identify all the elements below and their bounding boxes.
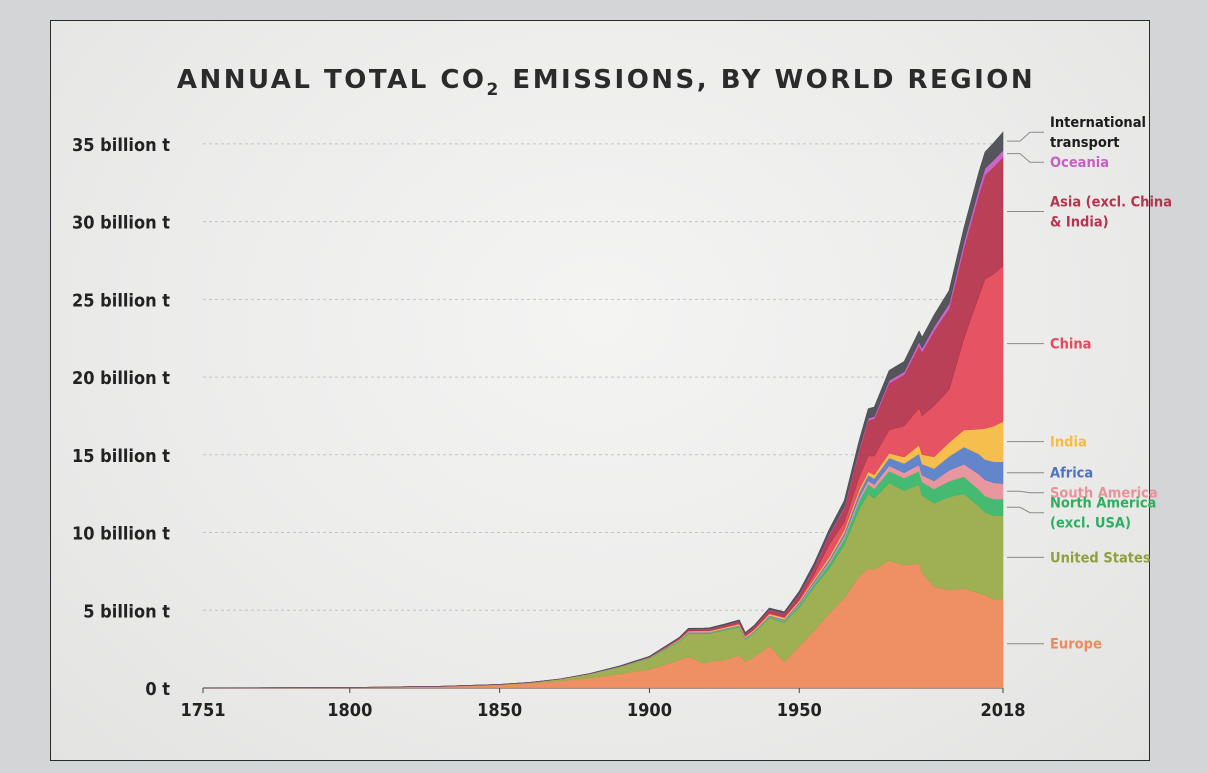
legend-leader-line [1007, 153, 1044, 163]
legend-label-oceania: Oceania [1050, 155, 1109, 171]
legend: International transport Oceania Asia (excl.… [1007, 115, 1172, 653]
chart-title-subscript: 2 [487, 80, 501, 100]
legend-label-asia-excl-china-india: Asia (excl. China [1050, 194, 1172, 210]
x-tick-label: 1751 [180, 700, 225, 721]
x-tick-label: 1800 [327, 700, 372, 721]
legend-label-north-america-excl-usa: North America [1050, 496, 1156, 512]
legend-label-international-transport: International [1050, 115, 1146, 131]
x-tick-label: 2018 [980, 700, 1025, 721]
x-axis-ticks: 1751 1800 1850 1900 1950 2018 [180, 688, 1026, 721]
y-tick-label: 15 billion t [72, 446, 170, 467]
chart-title: ANNUAL TOTAL CO2 EMISSIONS, BY WORLD REG… [177, 65, 1035, 100]
area-series [202, 131, 1004, 689]
y-tick-label: 10 billion t [72, 524, 170, 545]
y-tick-label: 5 billion t [83, 601, 170, 622]
legend-label-international-transport: transport [1050, 135, 1120, 151]
legend-label-north-america-excl-usa: (excl. USA) [1050, 516, 1131, 532]
y-tick-label: 25 billion t [72, 290, 170, 311]
area-international-transport [202, 131, 1004, 689]
area-europe [202, 560, 1004, 689]
legend-label-south-america: South America [1050, 486, 1158, 502]
y-tick-label: 20 billion t [72, 368, 170, 389]
y-tick-label: 0 t [145, 679, 170, 700]
legend-label-europe: Europe [1050, 637, 1102, 653]
y-axis-ticks: 0 t 5 billion t 10 billion t 15 billion t 20… [72, 135, 170, 700]
legend-label-united-states: United States [1050, 550, 1151, 566]
x-tick-label: 1850 [477, 700, 522, 721]
legend-label-china: China [1050, 337, 1091, 353]
y-tick-label: 30 billion t [72, 213, 170, 234]
legend-label-india: India [1050, 435, 1087, 451]
chart-title-rest: EMISSIONS, BY WORLD REGION [501, 65, 1035, 95]
chart-title-main: ANNUAL TOTAL CO [177, 65, 487, 95]
legend-leader-line [1007, 490, 1044, 494]
legend-label-africa: Africa [1050, 466, 1093, 482]
x-tick-label: 1950 [777, 700, 822, 721]
legend-leader-line [1007, 506, 1044, 514]
legend-leader-line [1007, 131, 1044, 142]
legend-label-asia-excl-china-india: & India) [1050, 214, 1109, 230]
x-tick-label: 1900 [627, 700, 672, 721]
y-tick-label: 35 billion t [72, 135, 170, 156]
